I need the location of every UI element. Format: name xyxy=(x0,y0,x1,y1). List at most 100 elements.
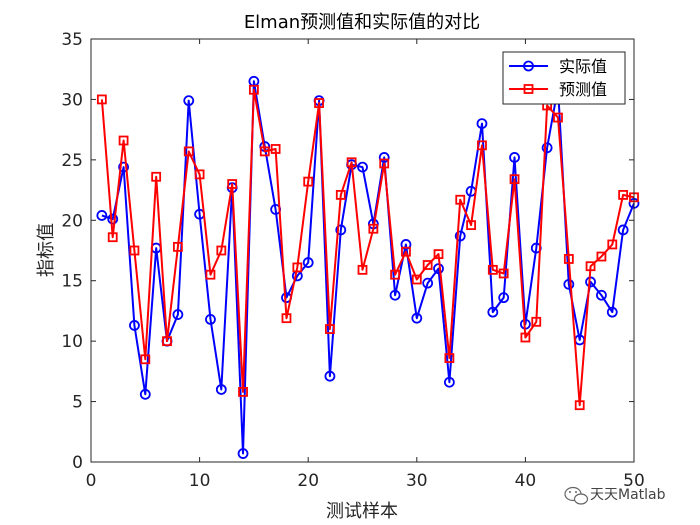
data-point-predicted xyxy=(422,260,433,270)
data-point-actual xyxy=(118,161,129,173)
data-point-predicted xyxy=(433,249,444,260)
data-point-predicted xyxy=(172,241,183,252)
data-point-actual xyxy=(400,239,412,250)
data-point-actual xyxy=(237,448,249,459)
data-point-predicted xyxy=(292,262,303,273)
data-point-predicted xyxy=(118,135,129,146)
data-point-predicted xyxy=(227,179,238,189)
data-point-predicted xyxy=(531,316,542,327)
data-point-actual xyxy=(96,210,108,221)
data-point-predicted xyxy=(574,400,585,411)
data-point-predicted xyxy=(357,264,368,275)
data-point-predicted xyxy=(563,254,574,264)
watermark-text: 天天Matlab xyxy=(590,487,666,503)
data-point-predicted xyxy=(585,261,596,272)
x-axis-label: 测试样本 xyxy=(326,501,398,522)
data-point-actual xyxy=(139,388,151,400)
data-point-actual xyxy=(596,289,607,301)
data-point-actual xyxy=(487,306,499,318)
data-point-predicted xyxy=(379,158,390,169)
data-point-predicted xyxy=(607,239,618,250)
data-point-actual xyxy=(183,95,195,107)
data-point-predicted xyxy=(281,313,292,324)
data-point-actual xyxy=(357,161,368,173)
x-tick-label: 0 xyxy=(86,471,97,491)
data-point-actual xyxy=(324,370,336,382)
data-point-predicted xyxy=(183,146,194,157)
data-point-predicted xyxy=(455,194,466,205)
y-tick-label: 20 xyxy=(61,211,83,231)
data-point-actual xyxy=(498,292,510,304)
data-point-predicted xyxy=(444,353,455,363)
series-line-actual xyxy=(101,80,635,455)
data-point-predicted xyxy=(303,176,314,187)
y-tick-label: 30 xyxy=(61,90,83,110)
y-tick-label: 25 xyxy=(61,151,83,171)
data-point-actual xyxy=(335,224,347,236)
x-tick-label: 50 xyxy=(623,471,645,491)
data-point-actual xyxy=(172,309,184,320)
data-point-predicted xyxy=(216,245,227,256)
data-point-predicted xyxy=(129,245,140,256)
legend-label-actual: 实际值 xyxy=(559,57,607,76)
data-point-actual xyxy=(563,278,575,290)
data-point-predicted xyxy=(140,354,151,365)
data-point-predicted xyxy=(346,157,357,168)
data-point-actual xyxy=(443,376,455,388)
data-point-predicted xyxy=(194,169,205,180)
x-tick-label: 20 xyxy=(297,471,319,491)
data-point-actual xyxy=(378,152,390,163)
data-point-predicted xyxy=(248,84,259,95)
data-point-predicted xyxy=(411,274,422,285)
y-tick-label: 5 xyxy=(72,393,83,413)
data-point-predicted xyxy=(205,269,216,280)
x-tick-label: 10 xyxy=(189,471,211,491)
legend-label-predicted: 预测值 xyxy=(559,80,607,99)
data-point-predicted xyxy=(487,264,498,275)
data-point-predicted xyxy=(553,112,563,123)
data-point-actual xyxy=(411,312,423,324)
data-point-predicted xyxy=(498,268,509,279)
x-tick-label: 30 xyxy=(406,471,428,491)
data-point-predicted xyxy=(520,332,531,343)
data-point-actual xyxy=(454,230,466,242)
data-point-predicted xyxy=(401,246,411,257)
data-point-predicted xyxy=(96,94,107,105)
data-point-actual xyxy=(617,224,629,236)
data-point-predicted xyxy=(270,144,281,154)
data-point-predicted xyxy=(314,98,324,108)
y-tick-label: 15 xyxy=(61,272,83,292)
data-point-predicted xyxy=(151,171,162,182)
x-tick-label: 40 xyxy=(515,471,537,491)
data-point-actual xyxy=(433,263,444,275)
data-point-actual xyxy=(205,313,216,325)
y-tick-label: 35 xyxy=(61,30,83,50)
data-point-actual xyxy=(215,384,227,395)
watermark: 天天Matlab xyxy=(564,486,666,505)
y-axis-label: 指标值 xyxy=(36,223,57,277)
data-point-predicted xyxy=(238,387,248,397)
legend-marker-actual xyxy=(523,60,534,72)
data-point-predicted xyxy=(107,232,118,243)
data-point-predicted xyxy=(618,190,629,200)
data-point-actual xyxy=(606,306,618,318)
data-point-predicted xyxy=(477,140,487,151)
plot-frame xyxy=(90,38,635,463)
y-tick-label: 0 xyxy=(72,453,83,473)
data-point-predicted xyxy=(509,174,520,185)
data-point-actual xyxy=(541,142,553,154)
legend: 实际值 预测值 xyxy=(502,51,626,105)
data-point-actual xyxy=(476,118,488,129)
data-point-predicted xyxy=(259,146,270,157)
data-point-predicted xyxy=(162,336,172,347)
legend-box xyxy=(502,51,626,105)
data-point-actual xyxy=(107,213,119,225)
data-point-actual xyxy=(389,289,401,301)
data-point-predicted xyxy=(466,220,477,231)
data-point-predicted xyxy=(335,190,346,200)
data-point-predicted xyxy=(390,269,400,280)
data-point-predicted xyxy=(368,223,379,234)
wechat-icon xyxy=(564,486,589,505)
data-point-predicted xyxy=(596,251,607,262)
